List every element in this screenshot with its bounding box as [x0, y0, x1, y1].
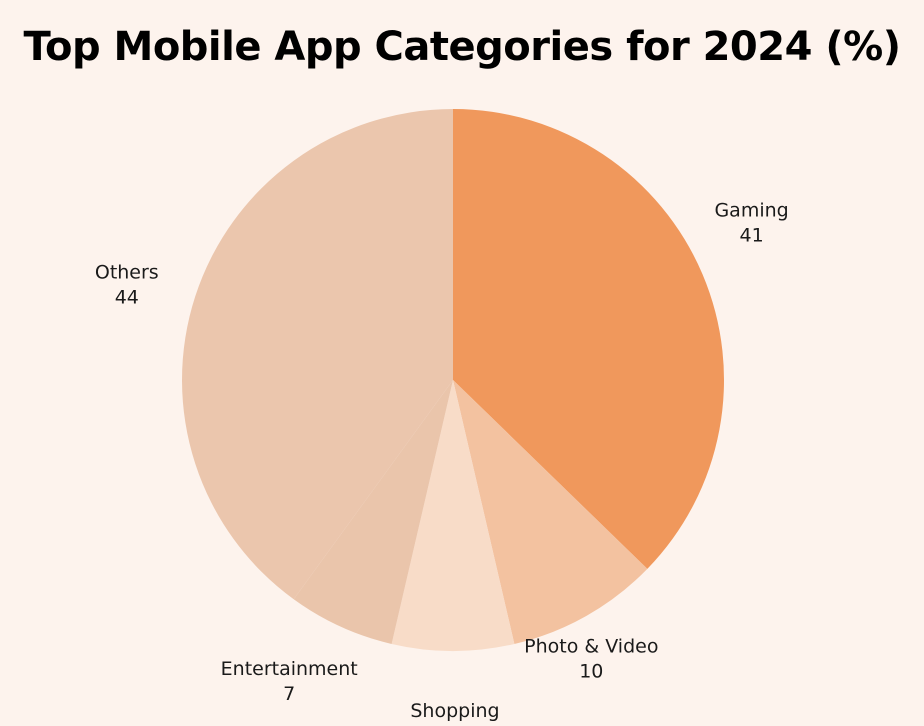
slice-value-others: 44: [115, 287, 139, 309]
pie-slice-gaming: [453, 109, 724, 569]
slice-label-others: Others: [95, 262, 159, 284]
slice-value-entertainment: 7: [283, 683, 295, 705]
pie-slices: [182, 109, 724, 652]
slice-label-entertainment: Entertainment: [221, 658, 358, 680]
chart-title: Top Mobile App Categories for 2024 (%): [23, 24, 902, 70]
pie-slice-entertainment: [293, 380, 453, 644]
pie-slice-photo-video: [453, 380, 648, 644]
slice-label-gaming: Gaming: [714, 200, 788, 222]
slice-value-photo-video: 10: [579, 660, 603, 682]
slice-label-photo-video: Photo & Video: [524, 635, 658, 657]
slice-value-gaming: 41: [740, 225, 764, 247]
pie-slice-shopping: [391, 380, 515, 652]
pie-slice-others: [182, 109, 453, 600]
slice-label-shopping: Shopping: [410, 700, 499, 722]
